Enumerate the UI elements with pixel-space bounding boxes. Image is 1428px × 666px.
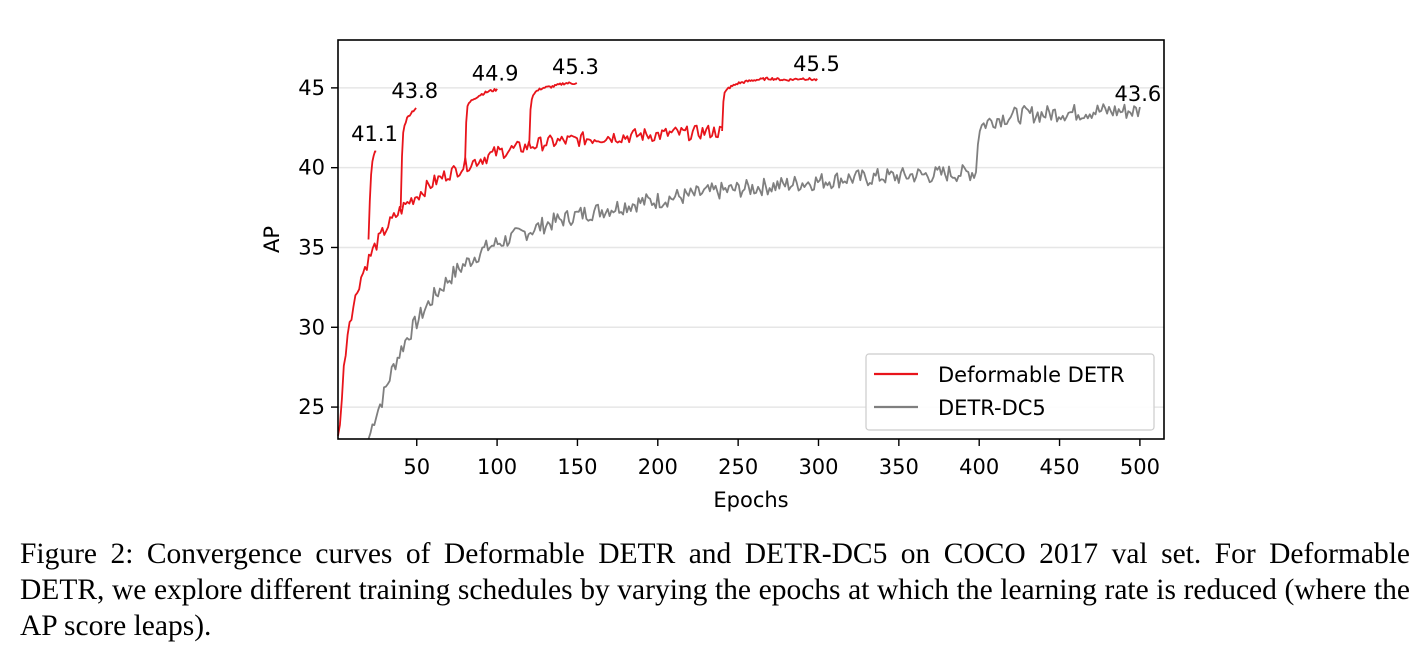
peak-label: 45.5	[793, 52, 840, 76]
x-tick-label: 100	[477, 455, 517, 479]
x-tick-label: 300	[798, 455, 838, 479]
peak-label: 45.3	[552, 55, 599, 79]
x-tick-label: 350	[879, 455, 919, 479]
branch-line	[464, 88, 498, 165]
branch-line	[399, 107, 417, 208]
series-deformable-detr	[337, 76, 818, 436]
series-line	[337, 124, 723, 436]
branch-line	[721, 76, 818, 132]
y-tick-label: 25	[298, 395, 325, 419]
x-tick-label: 500	[1120, 455, 1160, 479]
peak-labels: 43.6 41.1 43.8 44.9 45.3 45.5	[351, 52, 1161, 146]
y-tick-label: 40	[298, 156, 325, 180]
series-detr-dc5	[367, 103, 1141, 440]
x-axis-title: Epochs	[713, 488, 788, 512]
y-tick-label: 35	[298, 235, 325, 259]
y-tick-label: 45	[298, 76, 325, 100]
branch-line	[528, 81, 578, 146]
series-lines	[337, 76, 1141, 440]
legend: Deformable DETR DETR-DC5	[865, 353, 1155, 431]
series-line	[367, 103, 1141, 440]
legend-box	[865, 353, 1155, 431]
x-tick-label: 400	[959, 455, 999, 479]
x-tick-label: 50	[403, 455, 430, 479]
peak-label: 43.8	[391, 79, 438, 103]
axis-ticks: 25 30 35 40 45 50 100 150 200 250 300 350 400 450 500	[298, 76, 1160, 479]
peak-label: 43.6	[1115, 82, 1162, 106]
peak-label: 44.9	[472, 61, 519, 85]
figure-caption: Figure 2: Convergence curves of Deformab…	[20, 538, 1410, 642]
branch-line	[367, 150, 377, 240]
peak-label: 41.1	[351, 122, 398, 146]
y-tick-label: 30	[298, 315, 325, 339]
x-tick-label: 450	[1039, 455, 1079, 479]
x-tick-label: 200	[638, 455, 678, 479]
plot-area-frame	[337, 39, 1165, 440]
x-tick-label: 150	[557, 455, 597, 479]
legend-label: DETR-DC5	[938, 396, 1046, 420]
legend-label: Deformable DETR	[938, 363, 1125, 387]
y-axis-title: AP	[260, 226, 284, 253]
x-tick-label: 250	[718, 455, 758, 479]
